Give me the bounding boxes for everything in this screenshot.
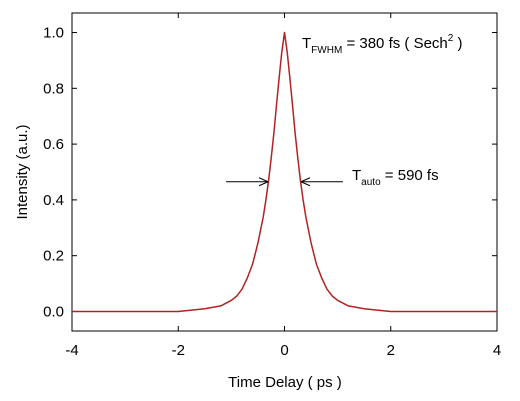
right-arrow-head [300,177,311,187]
y-tick-label: 0.0 [43,303,64,320]
x-tick-label: 4 [493,342,501,359]
y-tick-label: 0.2 [43,248,64,265]
x-axis-title: Time Delay ( ps ) [228,374,342,391]
y-tick-label: 0.6 [43,136,64,153]
x-tick-label: -4 [65,342,78,359]
y-tick-label: 0.4 [43,192,64,209]
fwhm-close: ) [453,35,462,52]
x-tick-label: -2 [172,342,185,359]
fwhm-annotation: TFWHM = 380 fs ( Sech2 ) [302,33,463,56]
auto-width-arrows [226,177,343,187]
auto-value: = 590 fs [381,167,439,184]
x-tick-label: 2 [387,342,395,359]
fwhm-symbol: T [302,35,311,52]
auto-annotation: Tauto = 590 fs [352,167,439,188]
y-tick-label: 1.0 [43,25,64,42]
fwhm-value: = 380 fs ( Sech [342,35,447,52]
x-tick-label: 0 [280,342,288,359]
intensity-trace [72,31,497,313]
fwhm-subscript: FWHM [311,45,342,56]
auto-subscript: auto [361,177,381,188]
fwhm-superscript: 2 [448,33,454,44]
series-layer [72,31,497,313]
y-axis-title: Intensity (a.u.) [14,124,31,219]
x-axis-ticks: -4 -2 0 2 4 [65,13,501,359]
left-arrow-head [258,177,269,187]
auto-symbol: T [352,167,361,184]
y-tick-label: 0.8 [43,80,64,97]
